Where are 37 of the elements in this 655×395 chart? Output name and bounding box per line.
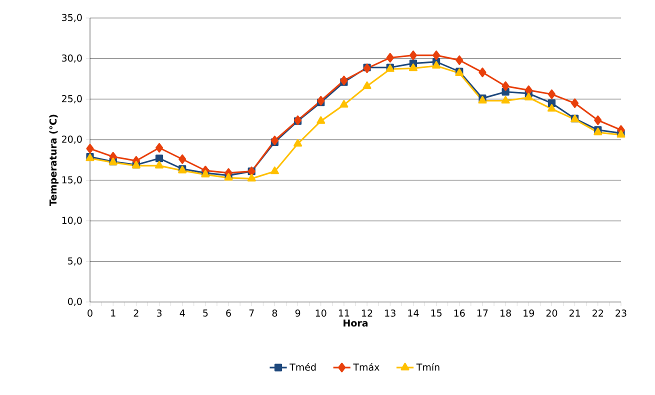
- x-tick-label: 13: [385, 310, 396, 317]
- legend-label: Tmáx: [353, 362, 380, 371]
- legend-label: Tmín: [416, 362, 440, 371]
- x-tick-label: 6: [226, 310, 231, 317]
- y-tick-label: 5,0: [68, 257, 82, 266]
- x-tick-label: 4: [180, 310, 185, 316]
- y-tick-label: 30,0: [62, 54, 82, 63]
- x-tick-label: 1: [111, 310, 116, 316]
- x-tick-label: 18: [500, 310, 511, 317]
- x-tick-label: 9: [295, 310, 300, 317]
- y-tick-label: 10,0: [62, 216, 82, 225]
- y-tick-label: 0,0: [68, 298, 82, 306]
- x-tick-label: 21: [569, 310, 580, 317]
- x-tick-label: 12: [362, 310, 372, 317]
- x-tick-label: 11: [338, 310, 350, 316]
- y-axis-title: Temperatura (°C): [49, 114, 58, 206]
- x-tick-label: 16: [454, 310, 465, 317]
- y-tick-label: 25,0: [62, 95, 82, 104]
- x-tick-label: 8: [272, 310, 278, 317]
- x-tick-label: 0: [88, 310, 92, 317]
- x-tick-label: 17: [477, 310, 488, 316]
- legend-label: Tméd: [290, 362, 316, 371]
- x-tick-label: 14: [408, 310, 419, 316]
- y-tick-label: 35,0: [62, 14, 82, 22]
- y-tick-label: 15,0: [62, 176, 82, 184]
- x-tick-label: 22: [592, 310, 604, 317]
- x-axis-title: Hora: [344, 320, 368, 327]
- y-tick-label: 20,0: [62, 136, 82, 144]
- x-tick-label: 15: [431, 310, 442, 317]
- x-tick-label: 2: [134, 310, 138, 317]
- x-tick-label: 19: [524, 310, 534, 317]
- x-tick-label: 5: [203, 310, 208, 317]
- x-tick-label: 3: [156, 310, 162, 317]
- x-tick-label: 23: [616, 310, 626, 317]
- x-tick-label: 7: [249, 310, 254, 316]
- x-tick-label: 20: [546, 310, 558, 317]
- x-tick-label: 10: [316, 310, 326, 317]
